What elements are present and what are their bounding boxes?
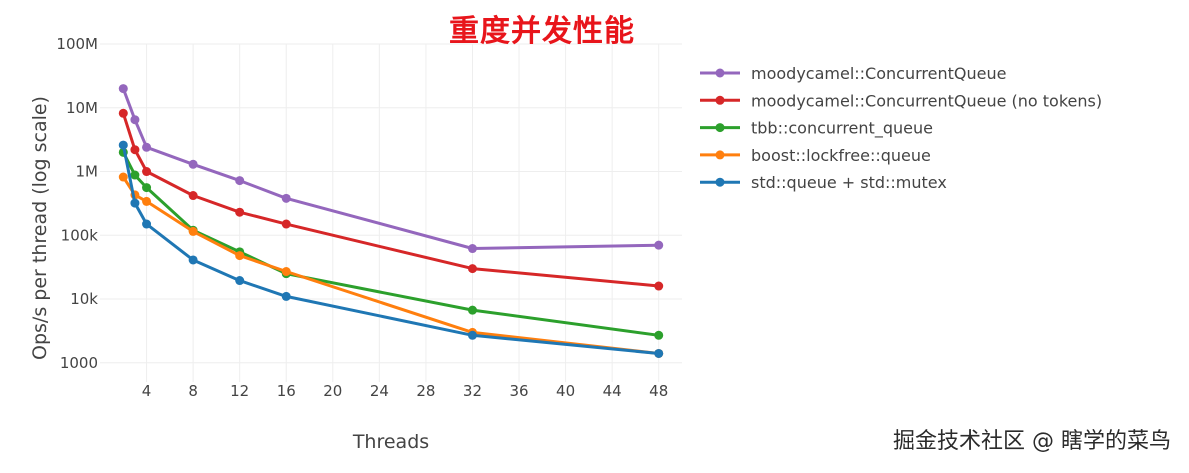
y-tick-label: 100k	[61, 226, 99, 244]
data-point	[118, 108, 128, 118]
data-point	[130, 170, 140, 180]
data-point	[467, 305, 477, 315]
data-point	[281, 193, 291, 203]
data-point	[118, 84, 128, 94]
x-tick-label: 32	[463, 382, 482, 400]
data-point	[654, 330, 664, 340]
data-point	[130, 198, 140, 208]
data-point	[654, 348, 664, 358]
data-point	[118, 172, 128, 182]
x-tick-label: 40	[556, 382, 575, 400]
legend-label: moodycamel::ConcurrentQueue	[751, 64, 1006, 83]
x-axis-title: Threads	[352, 431, 429, 453]
data-point	[142, 196, 152, 206]
data-point	[654, 240, 664, 250]
data-point	[281, 291, 291, 301]
legend-label: tbb::concurrent_queue	[751, 119, 933, 139]
y-tick-label: 1000	[60, 354, 98, 372]
x-tick-label: 24	[370, 382, 389, 400]
legend-marker	[715, 177, 725, 187]
y-tick-label: 10M	[66, 99, 98, 117]
data-point	[130, 145, 140, 155]
legend-marker	[715, 95, 725, 105]
data-point	[142, 167, 152, 177]
series-line	[121, 151, 659, 337]
data-point	[654, 281, 664, 291]
data-point	[188, 159, 198, 169]
series-line	[121, 88, 659, 250]
data-point	[235, 176, 245, 186]
data-point	[188, 226, 198, 236]
data-point	[281, 219, 291, 229]
data-point	[467, 244, 477, 254]
legend-label: boost::lockfree::queue	[751, 146, 931, 165]
x-tick-label: 36	[509, 382, 528, 400]
legend-label: std::queue + std::mutex	[751, 173, 947, 192]
watermark: 掘金技术社区 @ 瞎学的菜鸟	[893, 429, 1171, 454]
x-tick-label: 48	[649, 382, 668, 400]
legend-label: moodycamel::ConcurrentQueue (no tokens)	[751, 91, 1102, 110]
data-point	[467, 264, 477, 274]
x-tick-label: 16	[277, 382, 296, 400]
x-tick-label: 20	[323, 382, 342, 400]
data-point	[188, 191, 198, 201]
legend-marker	[715, 68, 725, 78]
x-tick-label: 28	[416, 382, 435, 400]
data-point	[142, 183, 152, 193]
x-tick-label: 12	[230, 382, 249, 400]
y-axis-title: Ops/s per thread (log scale)	[29, 96, 51, 360]
data-point	[467, 330, 477, 340]
y-tick-label: 1M	[76, 163, 99, 181]
x-tick-label: 8	[188, 382, 198, 400]
chart-title: 重度并发性能	[449, 14, 635, 49]
data-point	[188, 255, 198, 265]
data-point	[235, 251, 245, 261]
y-tick-label: 100M	[56, 35, 98, 53]
x-tick-label: 4	[142, 382, 152, 400]
data-point	[281, 267, 291, 277]
data-point	[142, 142, 152, 152]
data-point	[142, 219, 152, 229]
x-tick-label: 44	[603, 382, 622, 400]
data-point	[118, 140, 128, 150]
legend-marker	[715, 123, 725, 133]
data-point	[235, 207, 245, 217]
y-tick-label: 10k	[70, 290, 98, 308]
data-point	[235, 276, 245, 286]
legend-marker	[715, 150, 725, 160]
data-point	[130, 115, 140, 125]
series-line	[121, 112, 659, 288]
